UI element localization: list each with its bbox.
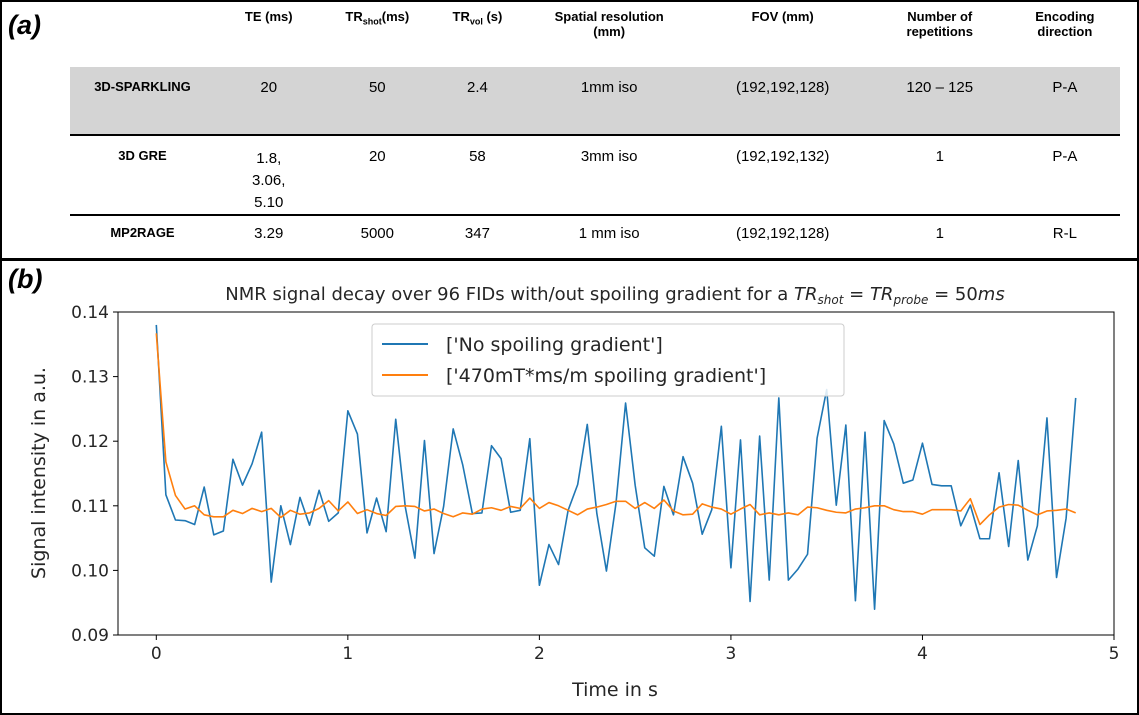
x-tick-label: 2 xyxy=(534,644,545,664)
cell-repetitions: 120 – 125 xyxy=(869,67,1010,135)
header-encoding: Encoding direction xyxy=(1010,5,1120,67)
header-enc-line1: Encoding xyxy=(1035,9,1095,24)
panel-b-label: (b) xyxy=(8,264,43,294)
header-trshot-sub: shot xyxy=(362,16,382,27)
cell-fov: (192,192,132) xyxy=(695,134,870,215)
header-trshot: TRshot(ms) xyxy=(323,5,433,67)
y-tick-label: 0.09 xyxy=(71,626,109,646)
header-trshot-unit: (ms) xyxy=(381,9,410,24)
cell-encoding: P-A xyxy=(1009,67,1120,135)
cell-trvol: 347 xyxy=(432,214,523,253)
header-trshot-main: TR xyxy=(345,9,363,24)
chart-title: NMR signal decay over 96 FIDs with/out s… xyxy=(225,284,1004,307)
cell-trvol: 2.4 xyxy=(432,67,523,135)
x-tick-label: 4 xyxy=(917,644,928,664)
legend-label-no-spoiling: ['No spoiling gradient'] xyxy=(446,334,663,356)
x-tick-label: 5 xyxy=(1109,644,1120,664)
plot-layer: 0 1 2 3 4 5 0.09 0.10 0.11 0.12 0.13 0.14 xyxy=(71,303,1119,664)
header-trvol: TRvol (s) xyxy=(432,5,523,67)
panel-divider xyxy=(0,258,1139,261)
x-tick-label: 1 xyxy=(342,644,353,664)
parameters-table: TE (ms) TRshot(ms) TRvol (s) Spatial res… xyxy=(70,5,1120,253)
panel-a-label: (a) xyxy=(8,10,41,40)
header-spatial-line2: (mm) xyxy=(593,24,626,39)
cell-trshot: 5000 xyxy=(322,214,433,253)
cell-te-line: 3.06, xyxy=(252,172,286,189)
x-axis-label: Time in s xyxy=(571,679,658,701)
header-trvol-unit: (s) xyxy=(482,9,503,24)
x-tick-label: 3 xyxy=(726,644,737,664)
cell-trvol: 58 xyxy=(432,134,523,215)
header-repetitions: Number of repetitions xyxy=(870,5,1010,67)
table-row: 3D GRE 1.8, 3.06, 5.10 20 58 3mm iso (192,… xyxy=(70,134,1120,215)
series-line-no-spoiling xyxy=(155,324,1077,610)
y-tick-label: 0.12 xyxy=(71,432,109,452)
y-axis-label: Signal intensity in a.u. xyxy=(28,367,50,579)
table-row: MP2RAGE 3.29 5000 347 1 mm iso (192,192,… xyxy=(70,214,1120,253)
cell-resolution: 1mm iso xyxy=(522,67,696,135)
x-tick-label: 0 xyxy=(151,644,162,664)
y-tick-label: 0.14 xyxy=(71,303,109,323)
cell-te: 3.29 xyxy=(214,214,323,253)
header-reps-line2: repetitions xyxy=(906,24,973,39)
cell-fov: (192,192,128) xyxy=(695,67,870,135)
table-row: 3D-SPARKLING 20 50 2.4 1mm iso (192,192,… xyxy=(70,67,1120,135)
header-fov: FOV (mm) xyxy=(751,9,814,24)
legend-label-spoiling: ['470mT*ms/m spoiling gradient'] xyxy=(446,365,766,387)
cell-encoding: R-L xyxy=(1009,214,1120,253)
cell-te: 1.8, 3.06, 5.10 xyxy=(214,134,323,215)
cell-encoding: P-A xyxy=(1009,134,1120,215)
cell-trshot: 20 xyxy=(322,134,433,215)
cell-te-line: 5.10 xyxy=(254,194,284,211)
header-trvol-main: TR xyxy=(452,9,470,24)
legend: ['No spoiling gradient'] ['470mT*ms/m sp… xyxy=(371,323,845,397)
cell-repetitions: 1 xyxy=(869,214,1010,253)
header-reps-line1: Number of xyxy=(907,9,973,24)
cell-te: 20 xyxy=(214,67,323,135)
plot-frame xyxy=(117,311,1115,636)
cell-resolution: 1 mm iso xyxy=(522,214,696,253)
cell-te-line: 1.8, xyxy=(256,150,282,167)
y-tick-label: 0.10 xyxy=(71,561,109,581)
series-line-spoiling xyxy=(155,333,1076,526)
y-tick-label: 0.11 xyxy=(71,497,109,517)
cell-fov: (192,192,128) xyxy=(695,214,870,253)
header-spatial-resolution: Spatial resolution (mm) xyxy=(523,5,696,67)
row-name: 3D GRE xyxy=(70,134,215,215)
header-empty xyxy=(70,5,215,67)
header-trvol-sub: vol xyxy=(469,16,483,27)
legend-box xyxy=(371,323,845,397)
row-name: 3D-SPARKLING xyxy=(70,67,215,135)
cell-trshot: 50 xyxy=(322,67,433,135)
signal-decay-chart: NMR signal decay over 96 FIDs with/out s… xyxy=(28,284,1119,701)
table-header-row: TE (ms) TRshot(ms) TRvol (s) Spatial res… xyxy=(70,5,1120,67)
header-spatial-line1: Spatial resolution xyxy=(554,9,664,24)
cell-resolution: 3mm iso xyxy=(522,134,696,215)
row-name: MP2RAGE xyxy=(70,214,215,253)
y-tick-label: 0.13 xyxy=(71,368,109,388)
header-te: TE (ms) xyxy=(244,9,293,24)
cell-repetitions: 1 xyxy=(869,134,1010,215)
header-enc-line2: direction xyxy=(1037,24,1093,39)
